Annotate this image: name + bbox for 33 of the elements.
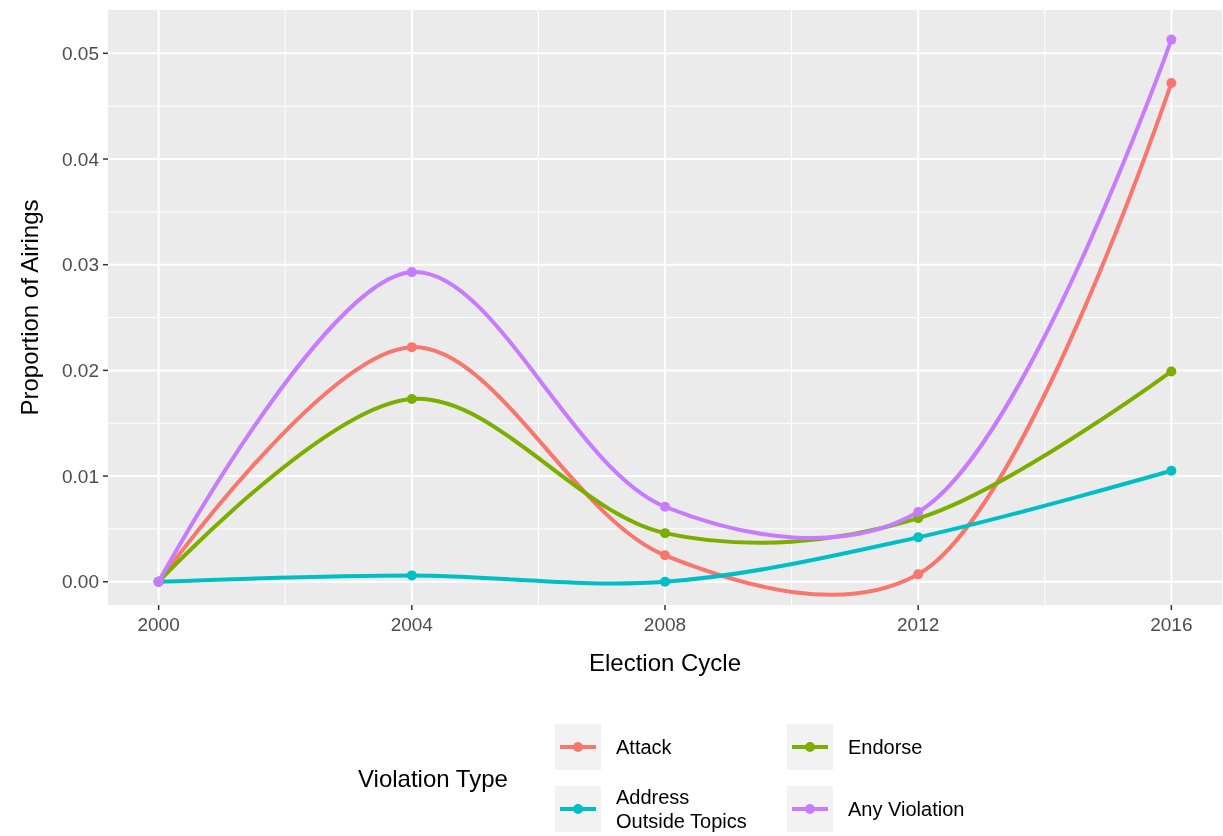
x-axis-title: Election Cycle (588, 649, 742, 676)
point (406, 342, 417, 353)
point (660, 550, 670, 561)
y-tick-label: 0.01 (62, 465, 99, 487)
point (913, 569, 924, 580)
y-tick-label: 0.02 (62, 360, 99, 382)
y-tick-label: 0.03 (62, 254, 99, 276)
point (406, 393, 417, 404)
y-tick-label: 0.05 (62, 42, 99, 64)
x-tick-label: 2008 (643, 614, 687, 635)
legend-title: Violation Type (358, 765, 508, 793)
y-axis-title: Proportion of Airings (16, 199, 43, 416)
legend-label: Address Outside Topics (616, 786, 747, 832)
point (1166, 465, 1177, 476)
point (1166, 77, 1177, 88)
x-tick-label: 2004 (390, 614, 434, 635)
point (660, 528, 670, 539)
point (660, 576, 670, 587)
legend-label: Attack (616, 736, 673, 758)
y-tick-label: 0.04 (62, 148, 100, 170)
legend-label: Any Violation (848, 798, 965, 820)
point (406, 267, 417, 278)
point (913, 532, 924, 543)
point (660, 501, 670, 512)
y-tick-label: 0.00 (62, 571, 99, 593)
x-tick-label: 2012 (897, 614, 940, 635)
point (1166, 34, 1177, 45)
x-tick-label: 2000 (137, 614, 180, 635)
point (913, 507, 924, 517)
legend-label: Endorse (848, 736, 923, 758)
x-tick-label: 2016 (1150, 614, 1193, 635)
point (1166, 366, 1177, 377)
point (406, 570, 417, 581)
